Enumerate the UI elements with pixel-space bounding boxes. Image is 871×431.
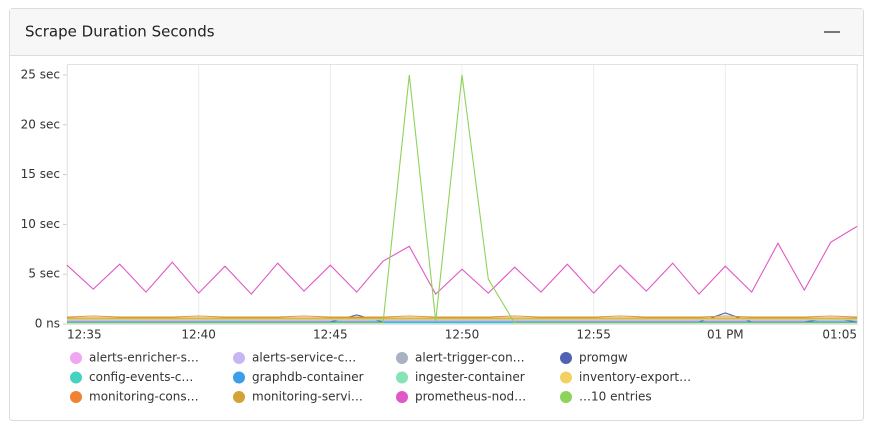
legend-label: config-events-c…: [89, 370, 193, 384]
series-line: [67, 74, 857, 324]
series-line: [66, 315, 858, 318]
x-tick-label: 12:55: [576, 328, 611, 342]
legend-label: promgw: [579, 351, 628, 365]
panel-header: [10, 9, 863, 55]
legend-swatch: [233, 371, 245, 384]
y-tick-label: 5 sec: [28, 267, 60, 281]
x-tick-label: 12:45: [313, 328, 348, 342]
legend-label: alerts-enricher-s…: [89, 351, 199, 365]
x-tick-label: 12:40: [181, 328, 216, 342]
series-line: [66, 225, 858, 295]
y-tick-label: 20 sec: [21, 117, 60, 131]
legend-swatch: [233, 391, 245, 403]
legend-swatch: [560, 371, 572, 384]
legend-label: graphdb-container: [252, 370, 364, 384]
legend-swatch: [233, 352, 245, 364]
legend-swatch: [560, 352, 572, 364]
x-tick-label: 12:35: [67, 328, 102, 342]
legend-label: monitoring-cons…: [89, 390, 199, 404]
legend-swatch: [560, 391, 572, 403]
legend-label: alerts-service-c…: [252, 351, 356, 365]
legend-swatch: [70, 352, 82, 364]
legend-label: prometheus-nod…: [415, 390, 526, 404]
legend-label: ingester-container: [415, 370, 525, 384]
legend-label: alert-trigger-con…: [415, 351, 525, 365]
y-tick-label: 0 ns: [35, 317, 60, 331]
legend-swatch: [396, 371, 408, 384]
y-tick-label: 15 sec: [21, 167, 60, 181]
y-tick-label: 25 sec: [21, 67, 60, 81]
x-tick-label: 12:50: [445, 328, 480, 342]
legend-label: monitoring-servi…: [252, 390, 363, 404]
legend-swatch: [70, 371, 82, 384]
legend-swatch: [70, 391, 82, 403]
legend-label: inventory-export…: [579, 370, 691, 384]
y-tick-label: 10 sec: [21, 217, 60, 231]
x-tick-label: 01:05: [822, 328, 857, 342]
legend-swatch: [396, 352, 408, 364]
legend-label: …10 entries: [579, 390, 652, 404]
legend-swatch: [396, 391, 408, 403]
x-tick-label: 01 PM: [707, 328, 744, 342]
chart-title: Scrape Duration Seconds: [25, 23, 215, 41]
